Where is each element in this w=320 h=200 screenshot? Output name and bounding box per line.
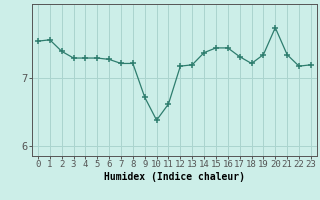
X-axis label: Humidex (Indice chaleur): Humidex (Indice chaleur) xyxy=(104,172,245,182)
